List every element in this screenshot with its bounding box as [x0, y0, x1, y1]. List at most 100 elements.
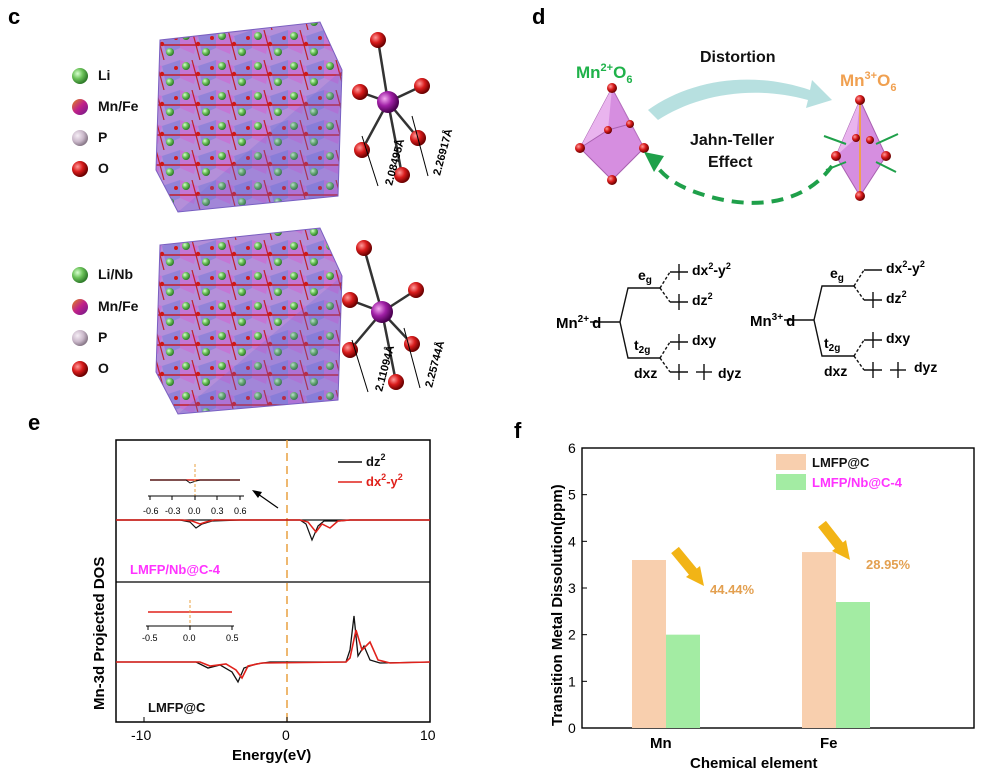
dz2-label-left: dz2 [692, 291, 713, 308]
dyz-label-right: dyz [914, 359, 937, 375]
mn-fe-atom-icon [72, 299, 88, 315]
distortion-label: Distortion [700, 49, 776, 66]
panel-f-bar-chart: 0 1 2 3 4 5 6 LMFP@C LMFP/Nb@C-4 44.44% 28.95%… [549, 440, 975, 772]
legend-o-bottom: O [98, 360, 109, 376]
panel-label-d: d [532, 4, 546, 29]
dos-bottom-dx2y2-curve [116, 629, 431, 680]
y-tick-label: 4 [568, 533, 576, 549]
bond-length-bottom-2: 2.25744Å [422, 339, 447, 388]
distorted-octahedron [823, 95, 899, 201]
bar-fe-lmfp [802, 552, 836, 728]
legend-p-bottom: P [98, 329, 108, 345]
x-tick-10: 10 [420, 727, 436, 743]
y-ticks: 0 1 2 3 4 5 6 [568, 440, 587, 736]
sample-label-nb: LMFP/Nb@C-4 [130, 562, 221, 577]
p-atom-icon [72, 330, 88, 346]
distortion-arrow-icon [648, 79, 832, 120]
inset-bottom-tick-2: 0.0 [183, 633, 196, 643]
x-axis-label: Energy(eV) [232, 747, 311, 764]
y-tick-label: 6 [568, 440, 576, 456]
legend-dx2y2-label: dx2-y2 [366, 472, 403, 489]
inset-pointer-arrow-icon [257, 493, 279, 509]
jahn-teller-label-2: Effect [708, 154, 753, 171]
legend-top [72, 68, 88, 177]
panel-label-e: e [28, 410, 41, 435]
inset-top-tick-5: 0.6 [234, 506, 247, 516]
legend-swatch-lmfp [776, 454, 806, 470]
legend-mn-fe-bottom: Mn/Fe [98, 298, 139, 314]
inset-top-tick-1: -0.6 [143, 506, 159, 516]
inset-top-tick-3: 0.0 [188, 506, 201, 516]
inset-top-tick-4: 0.3 [211, 506, 224, 516]
y-tick-label: 2 [568, 627, 576, 643]
y-tick-label: 0 [568, 720, 576, 736]
dos-top-dx2y2-curve [116, 519, 430, 534]
annotation-fe-pct: 28.95% [866, 557, 911, 572]
li-atom-icon [72, 68, 88, 84]
dos-plot-frame [115, 439, 431, 723]
inset-top-tick-2: -0.3 [165, 506, 181, 516]
li-nb-atom-icon [72, 267, 88, 283]
crystal-structure-top [155, 21, 343, 213]
t2g-label-right: t2g [824, 335, 840, 354]
bar-fe-nb [836, 602, 870, 728]
category-fe: Fe [820, 735, 838, 752]
bar-mn-nb [666, 634, 700, 728]
panel-e-dos-plot: -0.6 -0.3 0.0 0.3 0.6 -0.5 0.0 0.5 dz2 d… [91, 439, 436, 764]
mn2-level-label: Mn2+ d [556, 314, 601, 332]
legend-dz2-label: dz2 [366, 452, 385, 469]
panel-label-f: f [514, 418, 522, 443]
sample-label-lmfp: LMFP@C [148, 700, 206, 715]
mno6-octahedron-bottom [342, 240, 424, 390]
legend-label-lmfp: LMFP@C [812, 455, 870, 470]
dxy-label-left: dxy [692, 332, 716, 348]
dxz-label-right: dxz [824, 363, 847, 379]
dxy-label-right: dxy [886, 330, 910, 346]
legend-li-nb: Li/Nb [98, 266, 133, 282]
y-tick-label: 5 [568, 487, 576, 503]
eg-label-left: eg [638, 267, 652, 286]
y-axis-label: Transition Metal Dissolution(ppm) [549, 484, 566, 726]
mno6-octahedron-top [352, 32, 430, 183]
panel-c-figure: 2.08495Å 2.26917Å 2.11094Å 2.25744Å [72, 21, 455, 415]
dxz-label-left: dxz [634, 365, 657, 381]
x-tick-neg10: -10 [131, 727, 151, 743]
bars-layer [632, 552, 870, 728]
inset-bottom-tick-3: 0.5 [226, 633, 239, 643]
dz2-label-right: dz2 [886, 289, 907, 306]
dyz-label-left: dyz [718, 365, 741, 381]
mn3-level-label: Mn3+ d [750, 312, 795, 330]
reduction-arrow-icon [671, 546, 704, 586]
dos-top-dz2-curve [116, 519, 430, 542]
crystal-structure-bottom [155, 227, 343, 415]
legend-p: P [98, 129, 108, 145]
legend-o: O [98, 160, 109, 176]
dx2y2-label-right: dx2-y2 [886, 259, 925, 276]
inset-bottom-tick-1: -0.5 [142, 633, 158, 643]
legend-bottom [72, 267, 88, 377]
mn3-o6-title: Mn3+O6 [840, 70, 896, 94]
x-tick-0: 0 [282, 727, 290, 743]
t2g-label-left: t2g [634, 337, 650, 356]
y-tick-label: 3 [568, 580, 576, 596]
reduction-arrow-icon [818, 520, 850, 560]
o-atom-icon [72, 361, 88, 377]
bond-length-top-2: 2.26917Å [430, 127, 455, 176]
legend-swatch-nb [776, 474, 806, 490]
annotation-mn-pct: 44.44% [710, 582, 755, 597]
inset-top: -0.6 -0.3 0.0 0.3 0.6 [143, 464, 247, 516]
x-axis-label: Chemical element [690, 755, 818, 772]
dx2y2-label-left: dx2-y2 [692, 261, 731, 278]
mn-fe-atom-icon [72, 99, 88, 115]
y-axis-label: Mn-3d Projected DOS [91, 557, 108, 710]
jahn-teller-arrow-icon [650, 158, 834, 205]
mn2-o6-title: Mn2+O6 [576, 62, 632, 86]
p-atom-icon [72, 130, 88, 146]
category-mn: Mn [650, 735, 672, 752]
panel-label-c: c [8, 4, 21, 29]
jahn-teller-label-1: Jahn-Teller [690, 132, 774, 149]
panel-d-figure: Mn2+O6 Mn3+O6 Distortion Jahn-Teller [556, 49, 937, 381]
regular-octahedron [575, 83, 649, 185]
legend-label-nb: LMFP/Nb@C-4 [812, 475, 903, 490]
energy-diagram-mn3 [784, 269, 906, 378]
